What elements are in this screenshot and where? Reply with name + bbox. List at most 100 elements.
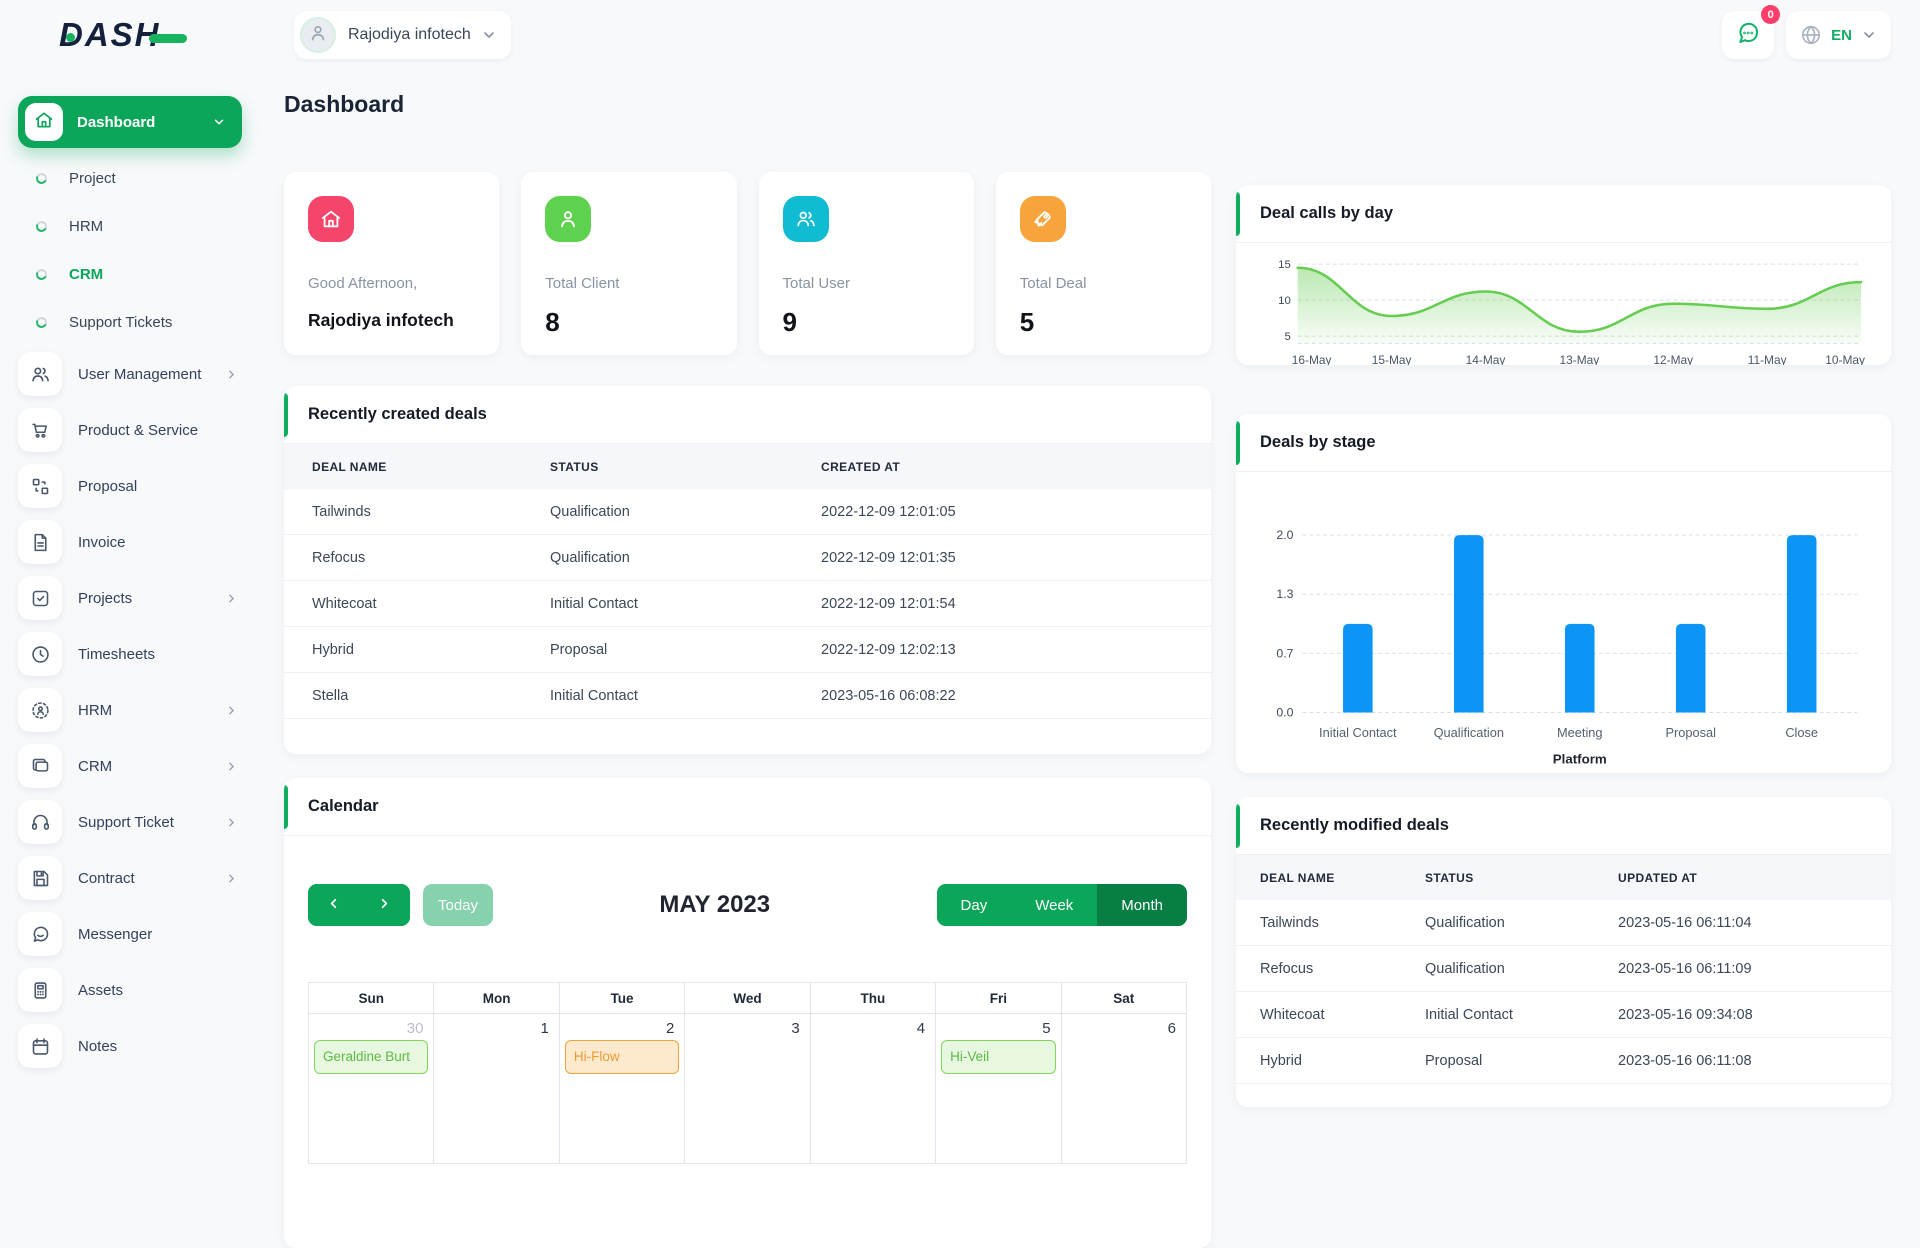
sidebar-item-label: Proposal: [78, 478, 242, 495]
messages-badge: 0: [1761, 5, 1780, 24]
assets-icon: [18, 968, 62, 1012]
calendar-event[interactable]: Geraldine Burt: [314, 1040, 428, 1074]
table-cell: 2023-05-16 06:11:09: [1618, 961, 1891, 977]
globe-icon: [1800, 24, 1822, 46]
sidebar-item-crm[interactable]: CRM: [18, 738, 242, 794]
calendar-day-number: 3: [685, 1014, 809, 1037]
sidebar-subitem-project[interactable]: Project: [18, 154, 242, 202]
table-cell: Tailwinds: [1260, 915, 1425, 931]
sidebar-subitem-label: Support Tickets: [69, 314, 172, 331]
sidebar-item-notes[interactable]: Notes: [18, 1018, 242, 1074]
bullet-ring-icon: [34, 267, 48, 281]
column-header: CREATED AT: [821, 460, 1211, 474]
card-title: Deals by stage: [1260, 433, 1376, 451]
calendar-day-cell[interactable]: 4: [811, 1014, 936, 1164]
chevron-right-icon: [225, 704, 238, 717]
svg-text:14-May: 14-May: [1466, 353, 1506, 365]
chevron-left-icon: [326, 896, 341, 915]
company-selector[interactable]: Rajodiya infotech: [294, 11, 511, 59]
sidebar-item-user-management[interactable]: User Management: [18, 346, 242, 402]
card-header: Recently modified deals: [1236, 797, 1891, 855]
sidebar-item-invoice[interactable]: Invoice: [18, 514, 242, 570]
chat-icon: [1736, 21, 1760, 50]
app-logo[interactable]: DASH: [66, 16, 187, 54]
sidebar-item-support-ticket[interactable]: Support Ticket: [18, 794, 242, 850]
sidebar-item-product-service[interactable]: Product & Service: [18, 402, 242, 458]
calendar-month-title: MAY 2023: [493, 891, 937, 919]
table-cell: Qualification: [1425, 961, 1618, 977]
sidebar-subitem-label: CRM: [69, 266, 103, 283]
column-header: UPDATED AT: [1618, 871, 1891, 885]
calendar-next-button[interactable]: [359, 884, 410, 926]
stat-label: Total User: [783, 275, 950, 292]
table-cell: Stella: [312, 688, 550, 704]
svg-text:10: 10: [1278, 295, 1291, 307]
bullet-ring-icon: [34, 219, 48, 233]
sidebar-item-hrm[interactable]: HRM: [18, 682, 242, 738]
column-header: STATUS: [550, 460, 821, 474]
sidebar-item-dashboard[interactable]: Dashboard: [18, 96, 242, 148]
calendar-prev-button[interactable]: [308, 884, 359, 926]
calendar-day-number: 4: [811, 1014, 935, 1037]
calendar-day-cell[interactable]: 1: [434, 1014, 559, 1164]
chevron-down-icon: [1861, 27, 1877, 43]
svg-text:11-May: 11-May: [1748, 353, 1787, 365]
svg-text:Close: Close: [1785, 725, 1818, 740]
calendar-today-button[interactable]: Today: [423, 884, 493, 926]
calendar-event[interactable]: Hi-Flow: [565, 1040, 679, 1074]
sidebar-subitem-hrm[interactable]: HRM: [18, 202, 242, 250]
user-icon: [545, 196, 591, 242]
language-selector[interactable]: EN: [1786, 11, 1891, 59]
chevron-right-icon: [225, 872, 238, 885]
messages-button[interactable]: 0: [1722, 11, 1774, 59]
calendar-view-day-button[interactable]: Day: [937, 884, 1012, 926]
svg-text:13-May: 13-May: [1560, 353, 1600, 365]
avatar-person-icon: [308, 23, 328, 48]
calendar-nav-group: [308, 884, 410, 926]
sidebar-item-assets[interactable]: Assets: [18, 962, 242, 1018]
table-cell: 2022-12-09 12:01:35: [821, 550, 1211, 566]
svg-text:0.7: 0.7: [1276, 646, 1293, 660]
table-cell: Refocus: [1260, 961, 1425, 977]
card-title: Recently created deals: [308, 405, 487, 423]
sidebar-item-proposal[interactable]: Proposal: [18, 458, 242, 514]
table-cell: 2023-05-16 09:34:08: [1618, 1007, 1891, 1023]
calendar-view-week-button[interactable]: Week: [1011, 884, 1097, 926]
table-cell: Initial Contact: [1425, 1007, 1618, 1023]
sidebar-item-projects[interactable]: Projects: [18, 570, 242, 626]
sidebar-item-label: Contract: [78, 870, 225, 887]
sidebar-item-messenger[interactable]: Messenger: [18, 906, 242, 962]
stat-value: 8: [545, 307, 712, 338]
sidebar-item-timesheets[interactable]: Timesheets: [18, 626, 242, 682]
svg-text:0.0: 0.0: [1276, 705, 1293, 719]
calendar-day-number: 6: [1062, 1014, 1186, 1037]
calendar-event[interactable]: Hi-Veil: [941, 1040, 1055, 1074]
svg-text:5: 5: [1284, 331, 1290, 343]
chevron-right-icon: [225, 816, 238, 829]
bullet-ring-icon: [34, 171, 48, 185]
calendar-day-cell[interactable]: 3: [685, 1014, 810, 1164]
sidebar-item-label: Invoice: [78, 534, 242, 551]
table-cell: 2023-05-16 06:08:22: [821, 688, 1211, 704]
column-header: STATUS: [1425, 871, 1618, 885]
sidebar-item-contract[interactable]: Contract: [18, 850, 242, 906]
sidebar-subitem-crm[interactable]: CRM: [18, 250, 242, 298]
calendar-day-cell[interactable]: 6: [1062, 1014, 1187, 1164]
table-cell: Initial Contact: [550, 596, 821, 612]
calendar-view-month-button[interactable]: Month: [1097, 884, 1187, 926]
sidebar-subitem-support-tickets[interactable]: Support Tickets: [18, 298, 242, 346]
table-cell: 2023-05-16 06:11:08: [1618, 1053, 1891, 1069]
